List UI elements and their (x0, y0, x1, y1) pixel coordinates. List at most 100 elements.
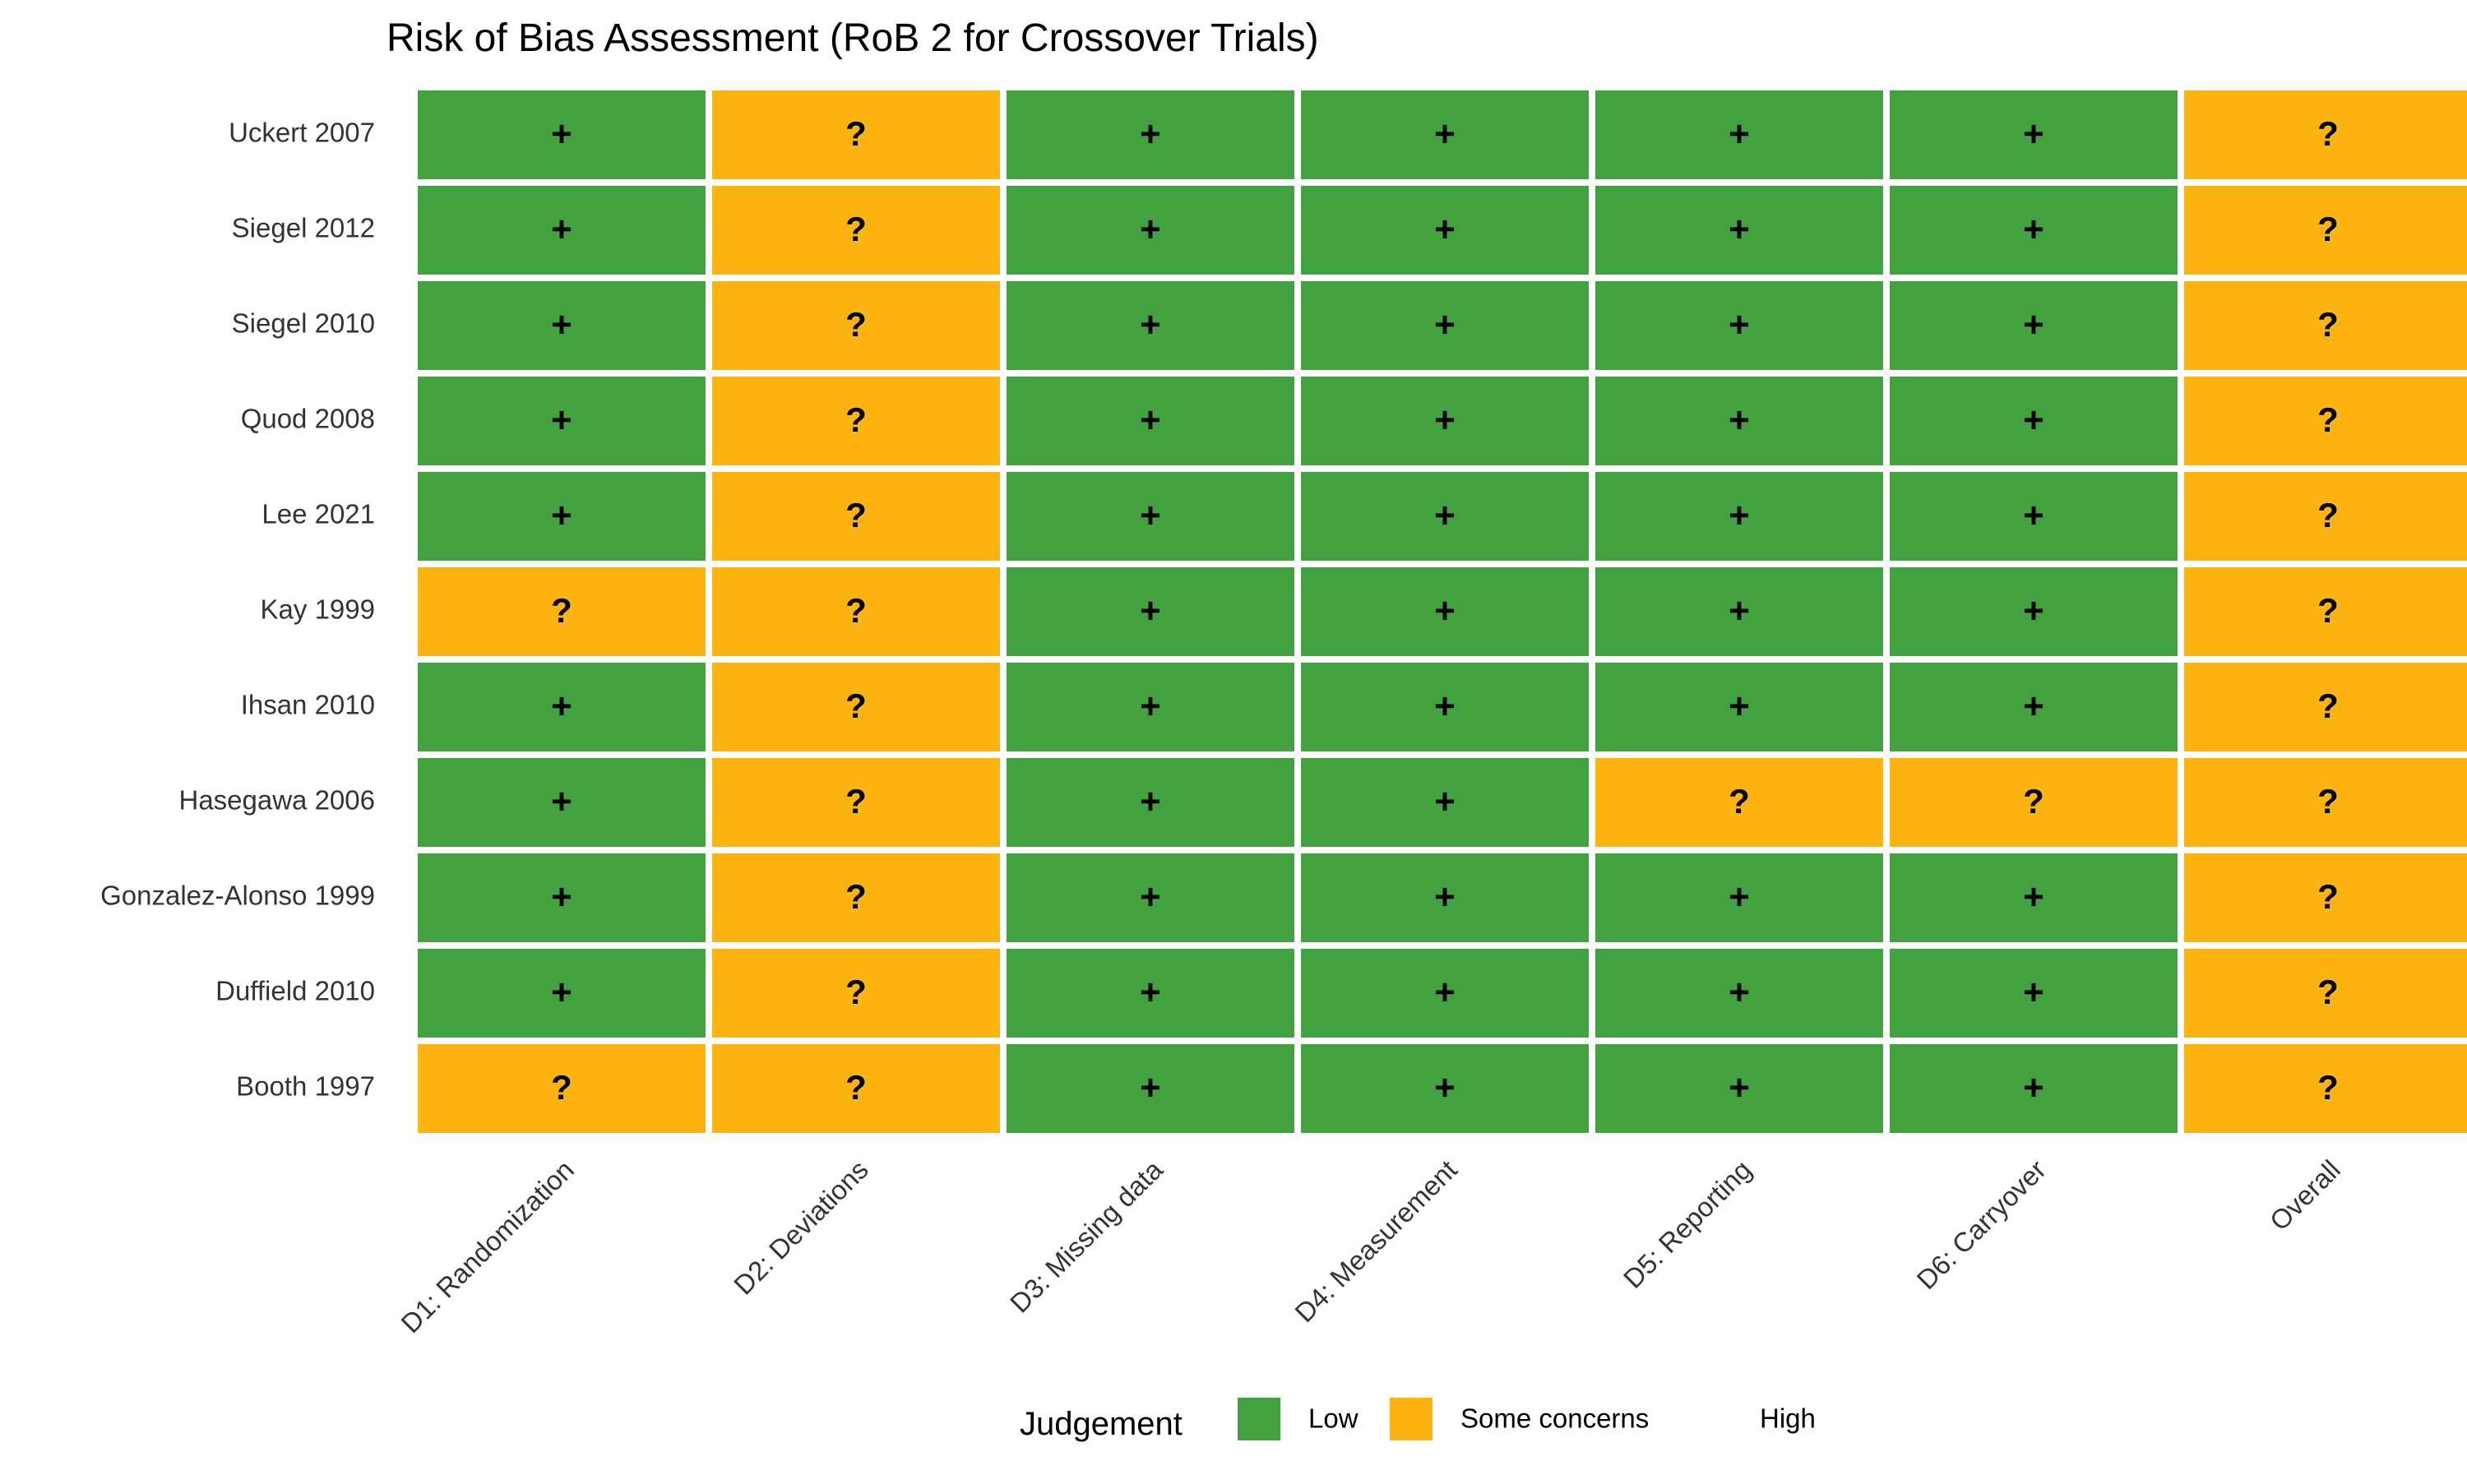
cell-symbol-siegel-2012-d6-carryover: + (2023, 210, 2044, 250)
cell-lee-2021-overall (2184, 472, 2467, 561)
cell-symbol-duffield-2010-d2-deviations: ? (845, 973, 867, 1011)
cell-ihsan-2010-d2-deviations (712, 663, 1000, 751)
cell-booth-1997-d3-missing-data (1007, 1044, 1294, 1133)
legend-key-some-concerns (1390, 1398, 1433, 1440)
row-label-booth-1997: Booth 1997 (236, 1071, 375, 1102)
legend-label-some-concerns: Some concerns (1460, 1403, 1649, 1434)
cell-ihsan-2010-d1-randomization (418, 663, 706, 751)
cell-symbol-quod-2008-overall: ? (2317, 400, 2339, 439)
cell-duffield-2010-overall (2184, 949, 2467, 1038)
cell-symbol-ihsan-2010-d6-carryover: + (2023, 687, 2044, 727)
legend-key-low (1238, 1398, 1280, 1440)
cell-ihsan-2010-d4-measurement (1301, 663, 1589, 751)
cell-symbol-uckert-2007-d5-reporting: + (1729, 114, 1750, 155)
cell-symbol-siegel-2012-d1-randomization: + (551, 210, 572, 250)
cell-symbol-siegel-2010-d4-measurement: + (1434, 305, 1456, 345)
cell-gonzalez-alonso-1999-d5-reporting (1595, 853, 1883, 942)
cell-symbol-siegel-2012-overall: ? (2317, 210, 2339, 248)
cell-symbol-hasegawa-2006-d6-carryover: ? (2023, 782, 2044, 821)
cell-symbol-gonzalez-alonso-1999-d3-missing-data: + (1140, 877, 1161, 918)
cell-booth-1997-d5-reporting (1595, 1044, 1883, 1133)
cell-lee-2021-d4-measurement (1301, 472, 1589, 561)
cell-siegel-2012-d1-randomization (418, 186, 706, 275)
cell-uckert-2007-d3-missing-data (1007, 90, 1294, 179)
column-label-overall: Overall (2264, 1154, 2346, 1237)
cell-duffield-2010-d6-carryover (1890, 949, 2178, 1038)
cell-siegel-2012-d2-deviations (712, 186, 1000, 275)
cell-symbol-booth-1997-d1-randomization: ? (551, 1068, 572, 1107)
cell-uckert-2007-d4-measurement (1301, 90, 1589, 179)
cell-quod-2008-d5-reporting (1595, 377, 1883, 465)
cell-uckert-2007-overall (2184, 90, 2467, 179)
cell-quod-2008-d1-randomization (418, 377, 706, 465)
cell-siegel-2010-d1-randomization (418, 281, 706, 370)
cell-symbol-uckert-2007-d1-randomization: + (551, 114, 572, 155)
column-label-d1-randomization: D1: Randomization (395, 1154, 580, 1339)
cell-booth-1997-d4-measurement (1301, 1044, 1589, 1133)
cell-symbol-lee-2021-d1-randomization: + (551, 496, 572, 536)
cell-hasegawa-2006-d1-randomization (418, 758, 706, 847)
cell-gonzalez-alonso-1999-overall (2184, 853, 2467, 942)
column-label-d6-carryover: D6: Carryover (1911, 1154, 2052, 1295)
cell-symbol-gonzalez-alonso-1999-overall: ? (2317, 877, 2339, 916)
row-label-ihsan-2010: Ihsan 2010 (241, 690, 375, 720)
cell-symbol-gonzalez-alonso-1999-d1-randomization: + (551, 877, 572, 918)
column-label-d5-reporting: D5: Reporting (1618, 1154, 1757, 1294)
cell-booth-1997-overall (2184, 1044, 2467, 1133)
cell-siegel-2010-d4-measurement (1301, 281, 1589, 370)
cell-symbol-kay-1999-d3-missing-data: + (1140, 591, 1161, 631)
cell-symbol-hasegawa-2006-d2-deviations: ? (845, 782, 867, 821)
cell-symbol-uckert-2007-d6-carryover: + (2023, 114, 2044, 155)
cell-duffield-2010-d3-missing-data (1007, 949, 1294, 1038)
cell-lee-2021-d6-carryover (1890, 472, 2178, 561)
cell-lee-2021-d1-randomization (418, 472, 706, 561)
cell-symbol-siegel-2010-d1-randomization: + (551, 305, 572, 345)
cell-symbol-siegel-2010-d5-reporting: + (1729, 305, 1750, 345)
cell-symbol-hasegawa-2006-d3-missing-data: + (1140, 782, 1161, 822)
cell-hasegawa-2006-d6-carryover (1890, 758, 2178, 847)
column-label-d3-missing-data: D3: Missing data (1004, 1153, 1169, 1318)
cell-symbol-ihsan-2010-d4-measurement: + (1434, 687, 1456, 727)
cell-symbol-siegel-2012-d3-missing-data: + (1140, 210, 1161, 250)
cell-quod-2008-d3-missing-data (1007, 377, 1294, 465)
cell-symbol-kay-1999-overall: ? (2317, 591, 2339, 630)
cell-ihsan-2010-d6-carryover (1890, 663, 2178, 751)
cell-uckert-2007-d1-randomization (418, 90, 706, 179)
row-label-siegel-2012: Siegel 2012 (232, 213, 375, 243)
cell-symbol-uckert-2007-d4-measurement: + (1434, 114, 1456, 155)
cell-uckert-2007-d2-deviations (712, 90, 1000, 179)
cell-symbol-siegel-2010-d6-carryover: + (2023, 305, 2044, 345)
cell-symbol-kay-1999-d1-randomization: ? (551, 591, 572, 630)
cell-symbol-hasegawa-2006-d5-reporting: ? (1729, 782, 1750, 821)
cell-symbol-siegel-2012-d5-reporting: + (1729, 210, 1750, 250)
cell-symbol-lee-2021-d3-missing-data: + (1140, 496, 1161, 536)
cell-ihsan-2010-d3-missing-data (1007, 663, 1294, 751)
cell-symbol-uckert-2007-d3-missing-data: + (1140, 114, 1161, 155)
cell-booth-1997-d1-randomization (418, 1044, 706, 1133)
cell-siegel-2010-d5-reporting (1595, 281, 1883, 370)
cell-symbol-uckert-2007-overall: ? (2317, 114, 2339, 153)
cell-symbol-lee-2021-d5-reporting: + (1729, 496, 1750, 536)
cell-lee-2021-d5-reporting (1595, 472, 1883, 561)
cell-symbol-lee-2021-overall: ? (2317, 496, 2339, 534)
legend-label-high: High (1760, 1403, 1816, 1434)
cell-siegel-2012-d5-reporting (1595, 186, 1883, 275)
cell-symbol-duffield-2010-d3-missing-data: + (1140, 973, 1161, 1013)
cell-kay-1999-d6-carryover (1890, 567, 2178, 656)
cell-booth-1997-d6-carryover (1890, 1044, 2178, 1133)
cell-symbol-gonzalez-alonso-1999-d2-deviations: ? (845, 877, 867, 916)
cell-quod-2008-d6-carryover (1890, 377, 2178, 465)
cell-hasegawa-2006-d3-missing-data (1007, 758, 1294, 847)
cell-symbol-quod-2008-d1-randomization: + (551, 400, 572, 441)
cell-lee-2021-d3-missing-data (1007, 472, 1294, 561)
cell-symbol-quod-2008-d2-deviations: ? (845, 400, 867, 439)
cell-ihsan-2010-overall (2184, 663, 2467, 751)
cell-symbol-ihsan-2010-overall: ? (2317, 687, 2339, 725)
cell-symbol-ihsan-2010-d2-deviations: ? (845, 687, 867, 725)
cell-gonzalez-alonso-1999-d1-randomization (418, 853, 706, 942)
cell-symbol-ihsan-2010-d3-missing-data: + (1140, 687, 1161, 727)
cell-symbol-duffield-2010-d6-carryover: + (2023, 973, 2044, 1013)
cell-duffield-2010-d2-deviations (712, 949, 1000, 1038)
cell-kay-1999-overall (2184, 567, 2467, 656)
cell-siegel-2010-d3-missing-data (1007, 281, 1294, 370)
